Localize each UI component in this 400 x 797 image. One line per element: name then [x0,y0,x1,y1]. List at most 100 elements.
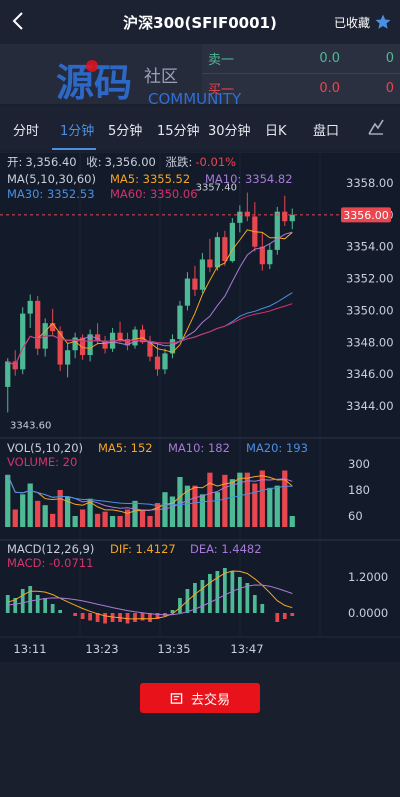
sell-label: 卖一 [208,53,235,68]
volume-value: VOLUME: 20 [7,455,77,469]
volume-bar [42,505,48,527]
tab-30min[interactable]: 30分钟 [208,124,251,139]
macd-label: MACD(12,26,9) [7,542,94,556]
volume-bar [222,474,228,527]
order-book-panel: 卖一 0.0 0 买一 0.0 0 [202,44,400,104]
price-tick-label: 3344.00 [346,399,394,413]
volume-axis: 300 180 60 [348,457,370,523]
candle-body [57,331,63,365]
close-label: 收: [86,155,101,169]
volume-bar [214,492,221,527]
ma60-value: MA60: 3350.06 [110,187,198,201]
volume-bar [162,492,168,527]
macd-tick-label: 1.2000 [348,570,388,584]
volume-bars [5,470,295,527]
trade-button-label: 去交易 [190,692,230,708]
volume-bar [192,485,198,527]
dif-line [7,570,293,620]
change-value: -0.01% [195,155,236,169]
vol-label: VOL(5,10,20) [7,441,83,455]
price-tick-label: 3352.00 [346,272,394,286]
volume-tick-label: 300 [348,457,370,471]
price-tick-label: 3348.00 [346,335,394,349]
volume-bar [207,472,213,527]
volume-bar [94,513,101,527]
candlestick-series [5,192,295,413]
candle-body [5,361,11,387]
candle-body [139,329,146,343]
max-price-label: 3357.40 [196,183,237,194]
candle-body [132,329,138,346]
time-tick-label: 13:11 [13,642,46,656]
change-label: 涨跌: [166,155,193,169]
candle-body [147,342,153,357]
volume-tick-label: 180 [348,483,370,497]
tab-5min[interactable]: 5分钟 [108,124,143,139]
tab-1min[interactable]: 1分钟 [60,124,95,139]
ma5-value: MA5: 3355.52 [110,172,190,186]
ma10-value: MA10: 3354.82 [205,172,293,186]
tab-15min[interactable]: 15分钟 [157,124,200,139]
candle-body [124,339,131,346]
macd-dea: DEA: 1.4482 [190,542,262,556]
volume-bar [237,472,243,527]
chart-canvas: 开: 3,356.40 收: 3,356.00 涨跌: -0.01% MA(5,10,… [0,151,400,656]
time-axis: 13:11 13:23 13:35 13:47 [13,642,263,656]
drawing-tools-icon[interactable] [367,118,385,136]
tab-orderbook[interactable]: 盘口 [313,124,340,139]
trade-icon [170,692,183,704]
header: 沪深300(SFIF0001) 已收藏 [0,0,400,44]
candle-body [162,353,168,370]
last-price-text: 3356.00 [343,209,389,222]
candle-body [289,214,295,222]
kline-chart[interactable]: 开: 3,356.40 收: 3,356.00 涨跌: -0.01% MA(5,10,… [0,151,400,662]
tab-daily[interactable]: 日K [265,124,287,139]
time-tick-label: 13:47 [230,642,263,656]
macd-value: MACD: -0.0711 [7,556,93,570]
ma30-value: MA30: 3352.53 [7,187,95,201]
volume-bar [229,479,235,527]
volume-bar [5,474,11,527]
dea-line [7,584,293,616]
trade-button[interactable]: 去交易 [140,683,260,713]
candle-body [222,237,228,262]
volume-ma20-line [7,474,293,507]
time-tick-label: 13:23 [85,642,118,656]
candle-body [274,211,280,250]
volume-bar [65,496,71,527]
candle-body [199,259,206,290]
volume-bar [274,485,280,527]
volume-bar [72,516,78,527]
ma-lines [7,229,293,367]
buy-qty: 0 [385,81,394,96]
favorite-toggle[interactable]: 已收藏 [334,13,392,31]
volume-bar [57,490,63,527]
candle-body [207,259,213,268]
price-tick-label: 3354.00 [346,240,394,254]
sell-price: 0.0 [319,51,340,66]
volume-bar [109,516,116,527]
vol-ma20: MA20: 193 [246,441,308,455]
page-title: 沪深300(SFIF0001) [123,14,277,32]
candle-body [35,300,41,349]
active-tab-indicator [52,148,96,150]
volume-bar [244,472,250,527]
tab-timeshare[interactable]: 分时 [13,124,40,139]
volume-bar [169,496,176,527]
vol-ma5: MA5: 152 [98,441,153,455]
volume-bar [102,511,108,527]
buy-row: 买一 0.0 0 [202,74,400,103]
open-label: 开: [7,155,22,169]
min-price-label: 3343.60 [10,420,51,431]
candle-body [259,246,265,265]
macd-lines [7,570,293,620]
candle-body [169,339,176,354]
candle-body [237,211,243,223]
close-value: 3,356.00 [105,155,156,169]
candle-body [87,334,93,356]
volume-bar [117,516,123,527]
volume-bar [35,500,41,527]
divider [202,73,400,74]
star-icon [375,14,391,29]
back-arrow-icon[interactable] [8,10,30,32]
